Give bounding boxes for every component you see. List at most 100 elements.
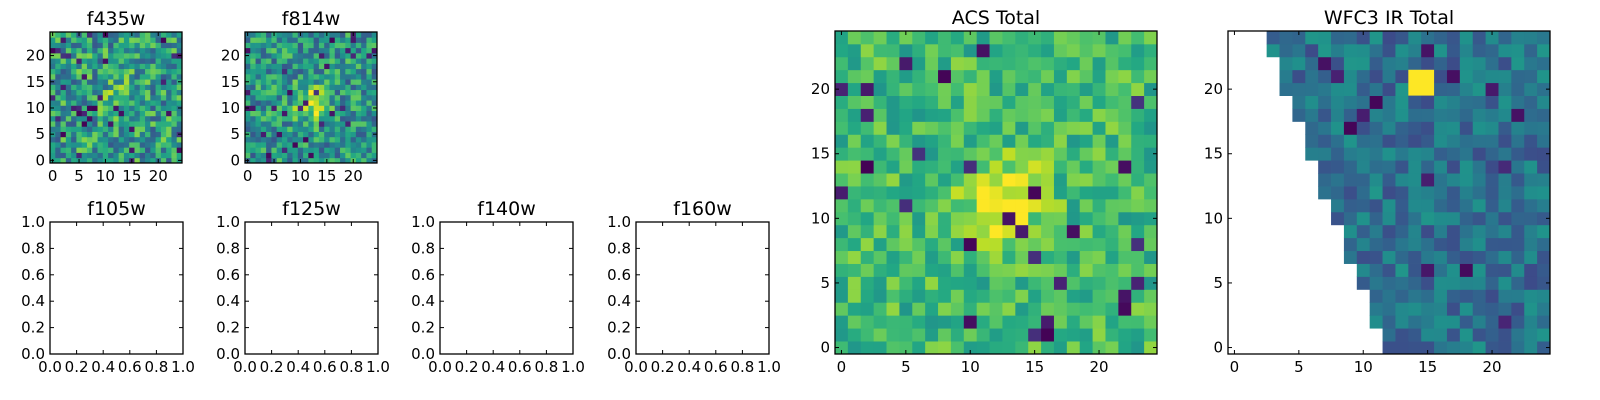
heatmap-cell [308, 152, 315, 159]
heatmap-cell [1446, 95, 1461, 109]
heatmap-cell [963, 173, 978, 187]
y-tick-label: 0.0 [21, 345, 45, 363]
heatmap-cell [271, 136, 278, 143]
heatmap-cell [1343, 108, 1358, 122]
heatmap-cell [1356, 134, 1371, 148]
heatmap-cell [97, 126, 104, 132]
heatmap-cell [118, 73, 125, 80]
heatmap-cell [1524, 289, 1538, 303]
heatmap-cell [297, 121, 304, 127]
heatmap-cell [963, 211, 978, 226]
heatmap-cell [102, 73, 109, 80]
heatmap-cell [260, 110, 267, 117]
heatmap-cell [1498, 82, 1512, 96]
heatmap-cell [361, 73, 367, 80]
heatmap-cell [345, 63, 351, 70]
heatmap-cell [166, 84, 172, 91]
heatmap-cell [366, 32, 373, 38]
x-tick-label: 0.4 [286, 358, 310, 376]
heatmap-cell [1485, 69, 1499, 84]
heatmap-cell [1537, 302, 1551, 316]
heatmap-cell [139, 58, 146, 64]
heatmap-cell [60, 32, 67, 38]
heatmap-cell [938, 95, 952, 109]
heatmap-cell [873, 341, 887, 355]
heatmap-cell [366, 142, 373, 148]
heatmap-cell [1066, 224, 1081, 239]
heatmap-cell [118, 100, 125, 106]
heatmap-cell [925, 276, 939, 290]
axes-frame [244, 221, 379, 355]
heatmap-cell [260, 58, 267, 64]
heatmap-cell [97, 68, 104, 75]
heatmap-cell [1292, 95, 1306, 109]
heatmap-cell [1105, 173, 1119, 187]
heatmap-cell [1459, 276, 1474, 290]
heatmap-cell [76, 110, 83, 117]
heatmap-cell [303, 136, 309, 143]
heatmap-cell [860, 134, 875, 148]
heatmap-cell [340, 100, 346, 106]
heatmap-cell [860, 56, 875, 71]
heatmap-cell [1511, 108, 1525, 122]
heatmap-cell [1472, 43, 1486, 58]
heatmap-cell [1028, 198, 1042, 213]
heatmap-cell [1041, 173, 1055, 187]
heatmap-cell [324, 131, 330, 138]
heatmap-cell [989, 250, 1003, 264]
heatmap-cell [1537, 43, 1551, 58]
heatmap-cell [1421, 134, 1435, 148]
heatmap-cell [1485, 173, 1499, 187]
heatmap-cell [276, 136, 283, 143]
heatmap-cell [1002, 121, 1016, 135]
heatmap-cell [97, 32, 104, 38]
heatmap-cell [938, 289, 952, 303]
heatmap-cell [287, 157, 293, 164]
heatmap-cell [86, 115, 93, 122]
heatmap-cell [292, 115, 299, 122]
heatmap-cell [313, 94, 320, 101]
heatmap-cell [1144, 237, 1158, 252]
heatmap-cell [976, 237, 990, 252]
heatmap-cell [113, 110, 120, 117]
heatmap-cell [160, 68, 167, 75]
heatmap-cell [1343, 211, 1358, 226]
heatmap-cell [361, 100, 367, 106]
heatmap-cell [313, 84, 320, 91]
heatmap-cell [303, 42, 309, 49]
heatmap-cell [925, 263, 939, 277]
heatmap-cell [976, 147, 990, 161]
heatmap-cell [250, 147, 256, 153]
heatmap-cell [355, 63, 362, 70]
heatmap-cell [1459, 186, 1474, 200]
heatmap-cell [281, 136, 288, 143]
heatmap-cell [340, 79, 346, 85]
y-tick-label: 0.2 [216, 319, 240, 337]
heatmap-cell [1053, 315, 1068, 329]
heatmap-cell [1331, 108, 1345, 122]
x-tick-label: 20 [1089, 358, 1108, 376]
heatmap-cell [250, 42, 256, 49]
heatmap-cell [1537, 147, 1551, 161]
heatmap-cell [1434, 341, 1448, 355]
heatmap-cell [266, 68, 272, 75]
heatmap-cell [134, 94, 141, 101]
heatmap-cell [1028, 82, 1042, 96]
heatmap-cell [266, 126, 272, 132]
heatmap-cell [329, 115, 336, 122]
heatmap-cell [1015, 31, 1029, 45]
heatmap-cell [371, 147, 378, 153]
heatmap-cell [118, 110, 125, 117]
heatmap-cell [255, 94, 262, 101]
heatmap-cell [1066, 121, 1081, 135]
heatmap-cell [1118, 121, 1132, 135]
heatmap-cell [1079, 263, 1093, 277]
heatmap-cell [276, 126, 283, 132]
heatmap-cell [65, 58, 72, 64]
heatmap-cell [118, 89, 125, 96]
x-tick-label: 1.0 [757, 358, 781, 376]
heatmap-cell [1511, 56, 1525, 71]
heatmap-cell [55, 32, 61, 38]
heatmap-cell [86, 100, 93, 106]
